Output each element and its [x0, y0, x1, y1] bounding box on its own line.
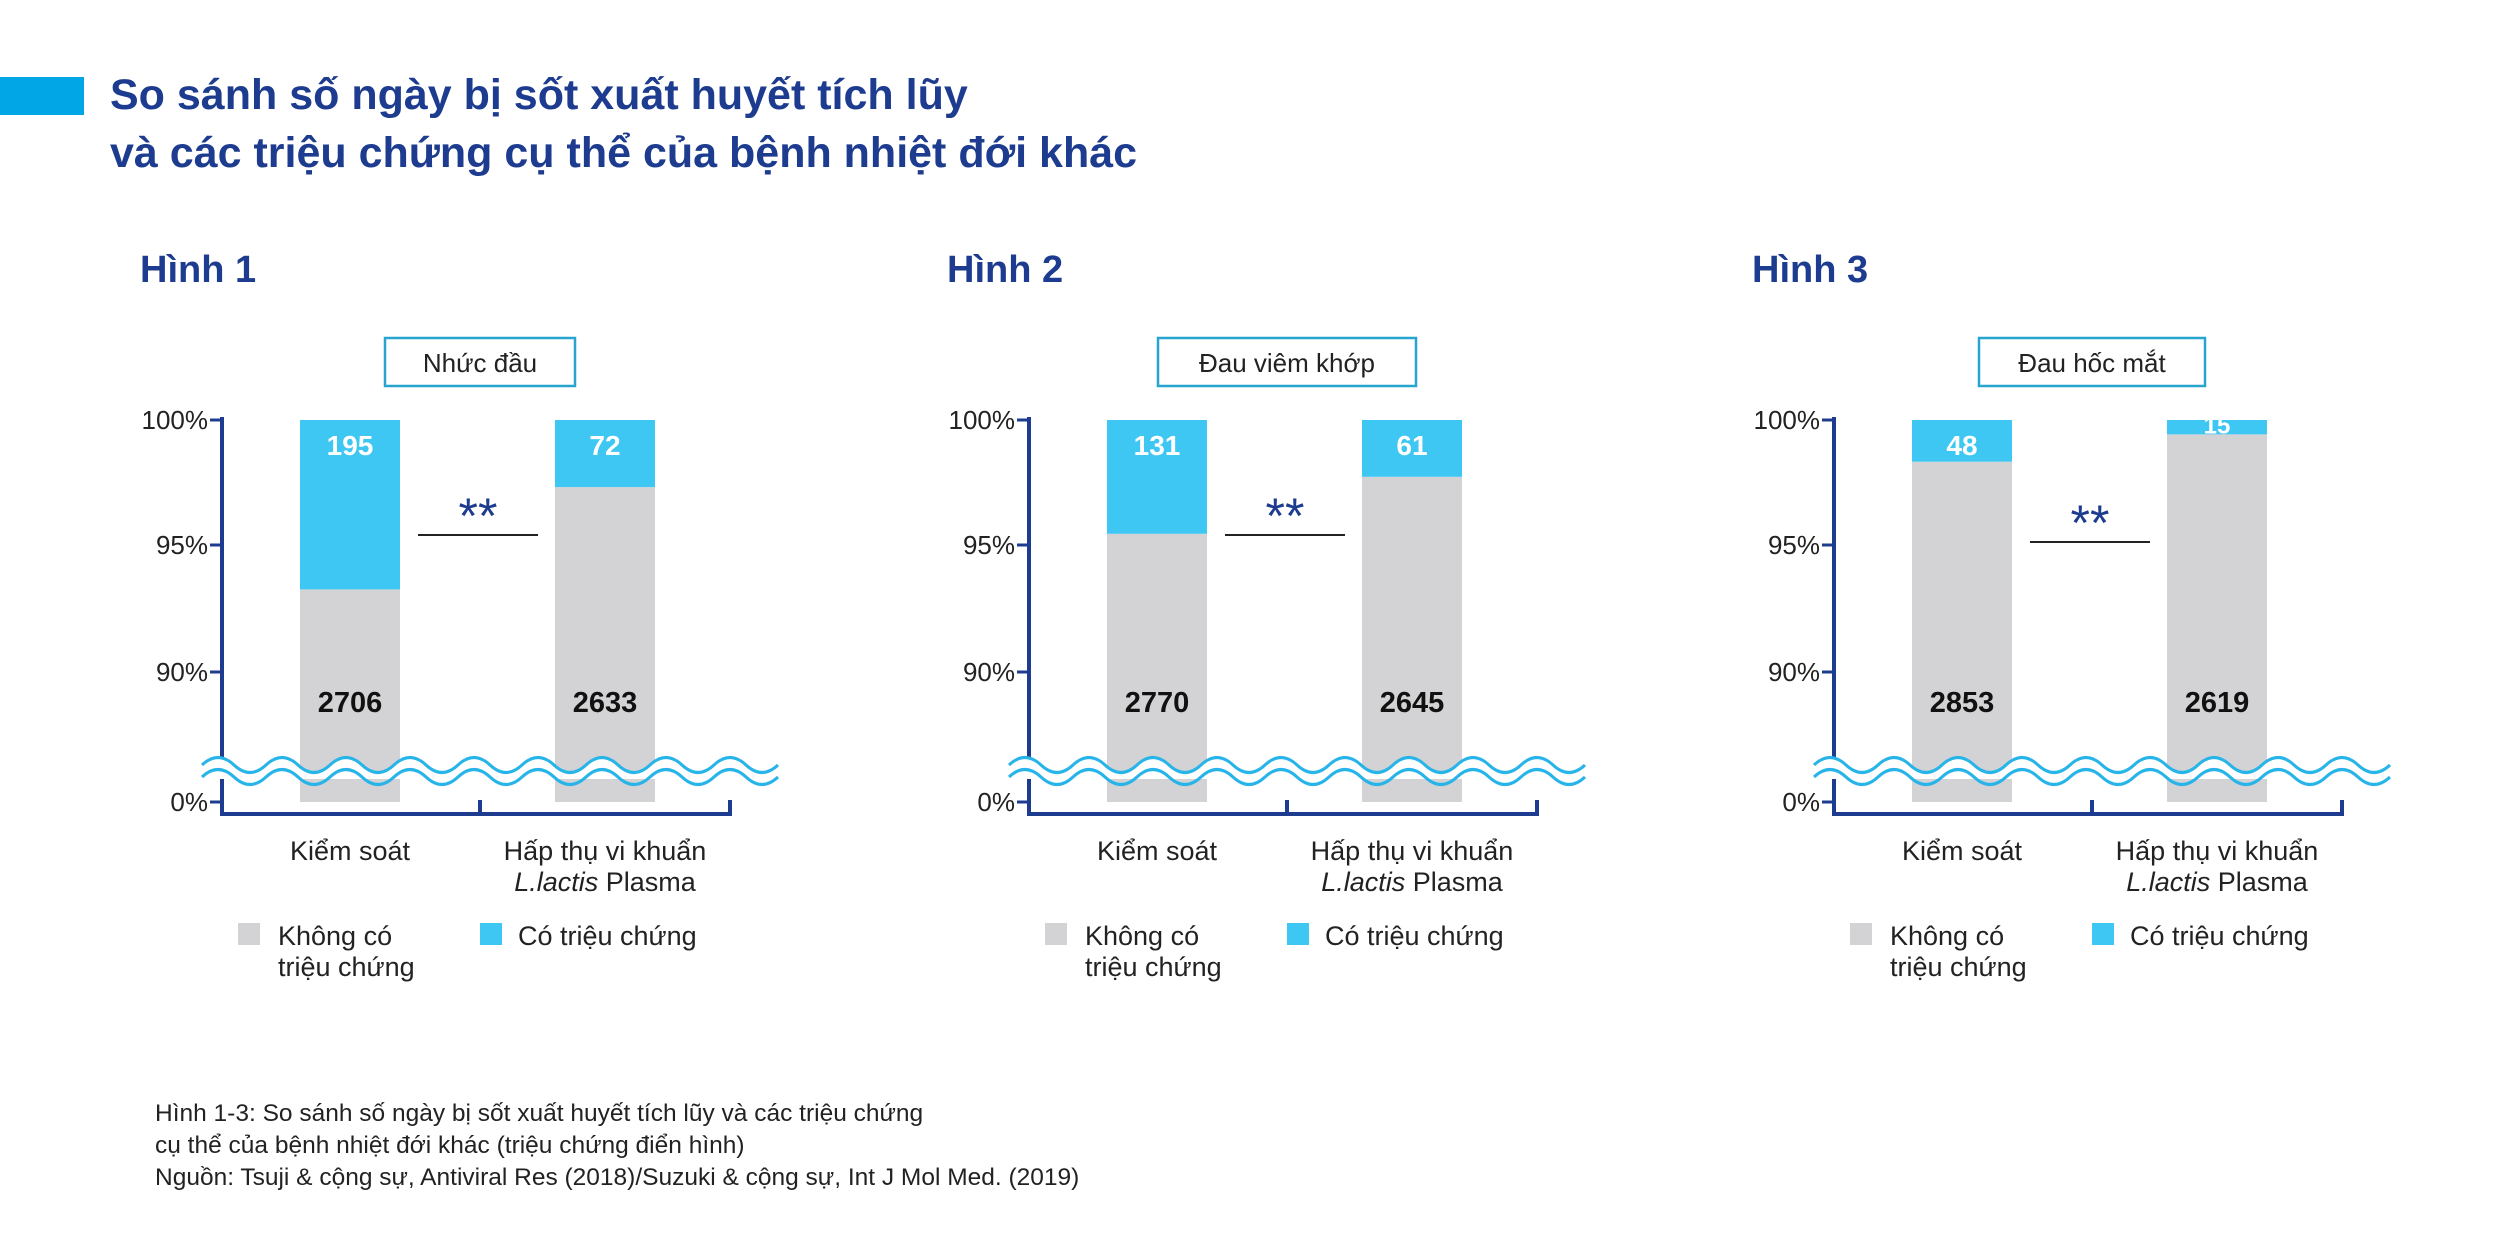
chart-title: Đau hốc mắt: [2018, 348, 2166, 378]
category-species-italic: L.lactis: [1321, 867, 1405, 897]
y-tick-label: 95%: [156, 530, 208, 560]
data-label-symptom: 15: [2204, 412, 2231, 439]
data-label-no-symptom: 2645: [1380, 687, 1445, 719]
legend-label-no-symptom: Không có: [1085, 921, 1199, 951]
bar-symptom: [2167, 420, 2267, 435]
title-line-1: So sánh số ngày bị sốt xuất huyết tích l…: [110, 71, 968, 119]
axis-break-wave: [1007, 756, 1587, 774]
chart-title-box: [1977, 336, 2207, 388]
legend-swatch-symptom: [1287, 923, 1309, 945]
page-title: So sánh số ngày bị sốt xuất huyết tích l…: [110, 66, 1137, 182]
axis-break-wave: [200, 756, 780, 774]
bar-no-symptom: [555, 487, 655, 802]
category-label: Hấp thụ vi khuẩn: [504, 836, 707, 866]
category-label-line-2: L.lactis Plasma: [1321, 867, 1504, 897]
category-label-line-2: L.lactis Plasma: [2126, 867, 2309, 897]
figure-label: Hình 3: [1752, 249, 1868, 291]
legend-label-no-symptom: Không có: [278, 921, 392, 951]
data-label-symptom: 131: [1134, 430, 1181, 461]
accent-bar: [0, 77, 84, 115]
data-label-symptom: 72: [589, 430, 620, 461]
category-species-rest: Plasma: [1405, 867, 1504, 897]
legend-label-no-symptom-line-2: triệu chứng: [1890, 952, 2027, 982]
significance-marker: **: [1266, 488, 1305, 544]
axis-break-wave: [1812, 756, 2392, 774]
data-label-no-symptom: 2706: [318, 687, 383, 719]
data-label-symptom: 61: [1396, 430, 1427, 461]
data-label-no-symptom: 2633: [573, 687, 638, 719]
figure-label: Hình 2: [947, 249, 1063, 291]
chart-title-box: [383, 336, 577, 388]
y-tick-label: 95%: [1768, 530, 1820, 560]
legend-swatch-no-symptom: [1850, 923, 1872, 945]
category-label: Kiểm soát: [1902, 836, 2023, 866]
figure-panel-1: Hình 1 Nhức đầu 100% 95% 90% 0% 195 2706 72 2633 *…: [110, 230, 780, 1000]
data-label-symptom: 48: [1946, 430, 1977, 461]
title-line-2: và các triệu chứng cụ thể của bệnh nhiệt…: [110, 129, 1138, 177]
category-species-italic: L.lactis: [2126, 867, 2210, 897]
y-tick-label: 0%: [170, 787, 208, 817]
data-label-symptom: 195: [327, 430, 374, 461]
bar-symptom: [300, 420, 400, 590]
category-label-line-2: L.lactis Plasma: [514, 867, 697, 897]
chart-svg: Hình 1 Nhức đầu 100% 95% 90% 0% 195 2706 72 2633 *…: [140, 249, 780, 982]
y-tick-label: 0%: [977, 787, 1015, 817]
category-label: Hấp thụ vi khuẩn: [1311, 836, 1514, 866]
chart-title: Đau viêm khớp: [1199, 348, 1375, 378]
legend-swatch-no-symptom: [1045, 923, 1067, 945]
y-tick-label: 100%: [142, 405, 209, 435]
figure-caption: Hình 1-3: So sánh số ngày bị sốt xuất hu…: [155, 1098, 1079, 1194]
y-tick-label: 90%: [1768, 657, 1820, 687]
data-label-no-symptom: 2853: [1930, 687, 1995, 719]
legend-label-symptom: Có triệu chứng: [518, 921, 697, 951]
significance-marker: **: [459, 488, 498, 544]
category-species-rest: Plasma: [2210, 867, 2309, 897]
y-tick-label: 0%: [1782, 787, 1820, 817]
chart-title-box: [1156, 336, 1418, 388]
caption-line-1: Hình 1-3: So sánh số ngày bị sốt xuất hu…: [155, 1100, 924, 1127]
bar-no-symptom: [1362, 476, 1462, 802]
bar-symptom: [1912, 420, 2012, 462]
y-tick-label: 90%: [963, 657, 1015, 687]
data-label-no-symptom: 2619: [2185, 687, 2250, 719]
legend-label-no-symptom: Không có: [1890, 921, 2004, 951]
category-label: Kiểm soát: [290, 836, 411, 866]
y-tick-label: 100%: [1754, 405, 1821, 435]
y-tick-label: 95%: [963, 530, 1015, 560]
data-label-no-symptom: 2770: [1125, 687, 1190, 719]
legend-label-symptom: Có triệu chứng: [1325, 921, 1504, 951]
legend-swatch-symptom: [2092, 923, 2114, 945]
category-species-rest: Plasma: [598, 867, 697, 897]
category-label: Hấp thụ vi khuẩn: [2116, 836, 2319, 866]
legend-label-symptom: Có triệu chứng: [2130, 921, 2309, 951]
category-label: Kiểm soát: [1097, 836, 1218, 866]
bar-symptom: [555, 420, 655, 488]
category-species-italic: L.lactis: [514, 867, 598, 897]
axis-break-wave: [1007, 768, 1587, 786]
legend-swatch-no-symptom: [238, 923, 260, 945]
chart-svg: Hình 2 Đau viêm khớp 100% 95% 90% 0% 131 2770 61…: [947, 249, 1587, 982]
figure-label: Hình 1: [140, 249, 256, 291]
figure-panel-3: Hình 3 Đau hốc mắt 100% 95% 90% 0% 48 2853 15 261…: [1722, 230, 2392, 1000]
legend-swatch-symptom: [480, 923, 502, 945]
significance-marker: **: [2071, 495, 2110, 551]
bar-no-symptom: [2167, 434, 2267, 802]
axis-break-wave: [200, 768, 780, 786]
y-tick-label: 100%: [949, 405, 1016, 435]
legend-label-no-symptom-line-2: triệu chứng: [278, 952, 415, 982]
caption-line-3: Nguồn: Tsuji & cộng sự, Antiviral Res (2…: [155, 1164, 1080, 1191]
bar-no-symptom: [1912, 461, 2012, 802]
bar-symptom: [1107, 420, 1207, 534]
caption-line-2: cụ thể của bệnh nhiệt đới khác (triệu ch…: [155, 1132, 745, 1159]
bar-symptom: [1362, 420, 1462, 477]
axis-break-wave: [1812, 768, 2392, 786]
legend-label-no-symptom-line-2: triệu chứng: [1085, 952, 1222, 982]
chart-svg: Hình 3 Đau hốc mắt 100% 95% 90% 0% 48 2853 15 261…: [1752, 249, 2392, 982]
y-tick-label: 90%: [156, 657, 208, 687]
figure-panel-2: Hình 2 Đau viêm khớp 100% 95% 90% 0% 131 2770 61…: [917, 230, 1587, 1000]
chart-title: Nhức đầu: [423, 348, 537, 378]
